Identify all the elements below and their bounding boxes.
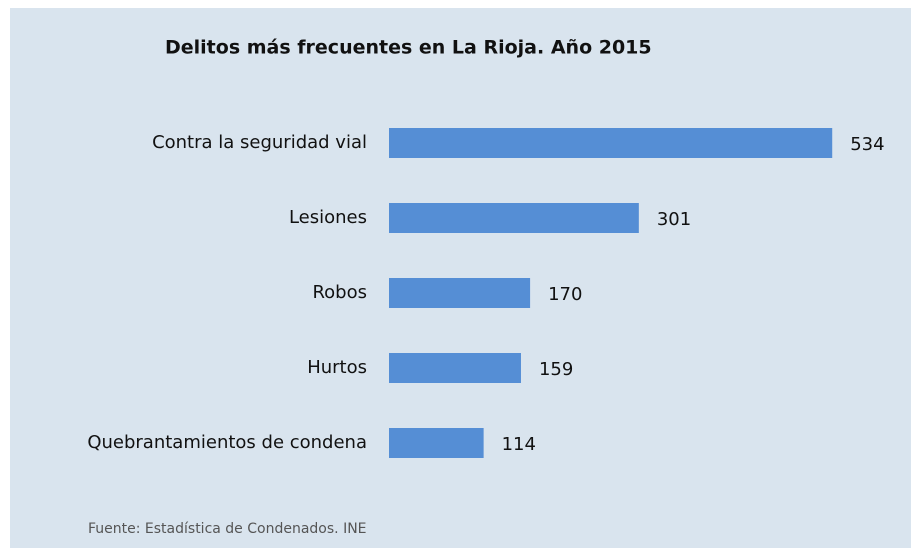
category-label: Robos	[312, 282, 367, 303]
value-label: 301	[657, 209, 691, 230]
chart-title: Delitos más frecuentes en La Rioja. Año …	[165, 37, 652, 59]
bar	[389, 428, 484, 458]
category-label: Quebrantamientos de condena	[87, 432, 367, 453]
value-label: 159	[539, 359, 573, 380]
bar	[389, 278, 531, 308]
value-label: 114	[502, 434, 536, 455]
value-label: 170	[548, 284, 582, 305]
bar	[389, 203, 639, 233]
source-note: Fuente: Estadística de Condenados. INE	[88, 521, 367, 537]
value-label: 534	[850, 134, 884, 155]
category-label: Contra la seguridad vial	[152, 132, 367, 153]
category-label: Lesiones	[289, 207, 367, 228]
bar	[389, 128, 833, 158]
category-label: Hurtos	[307, 357, 367, 378]
bar	[389, 353, 521, 383]
